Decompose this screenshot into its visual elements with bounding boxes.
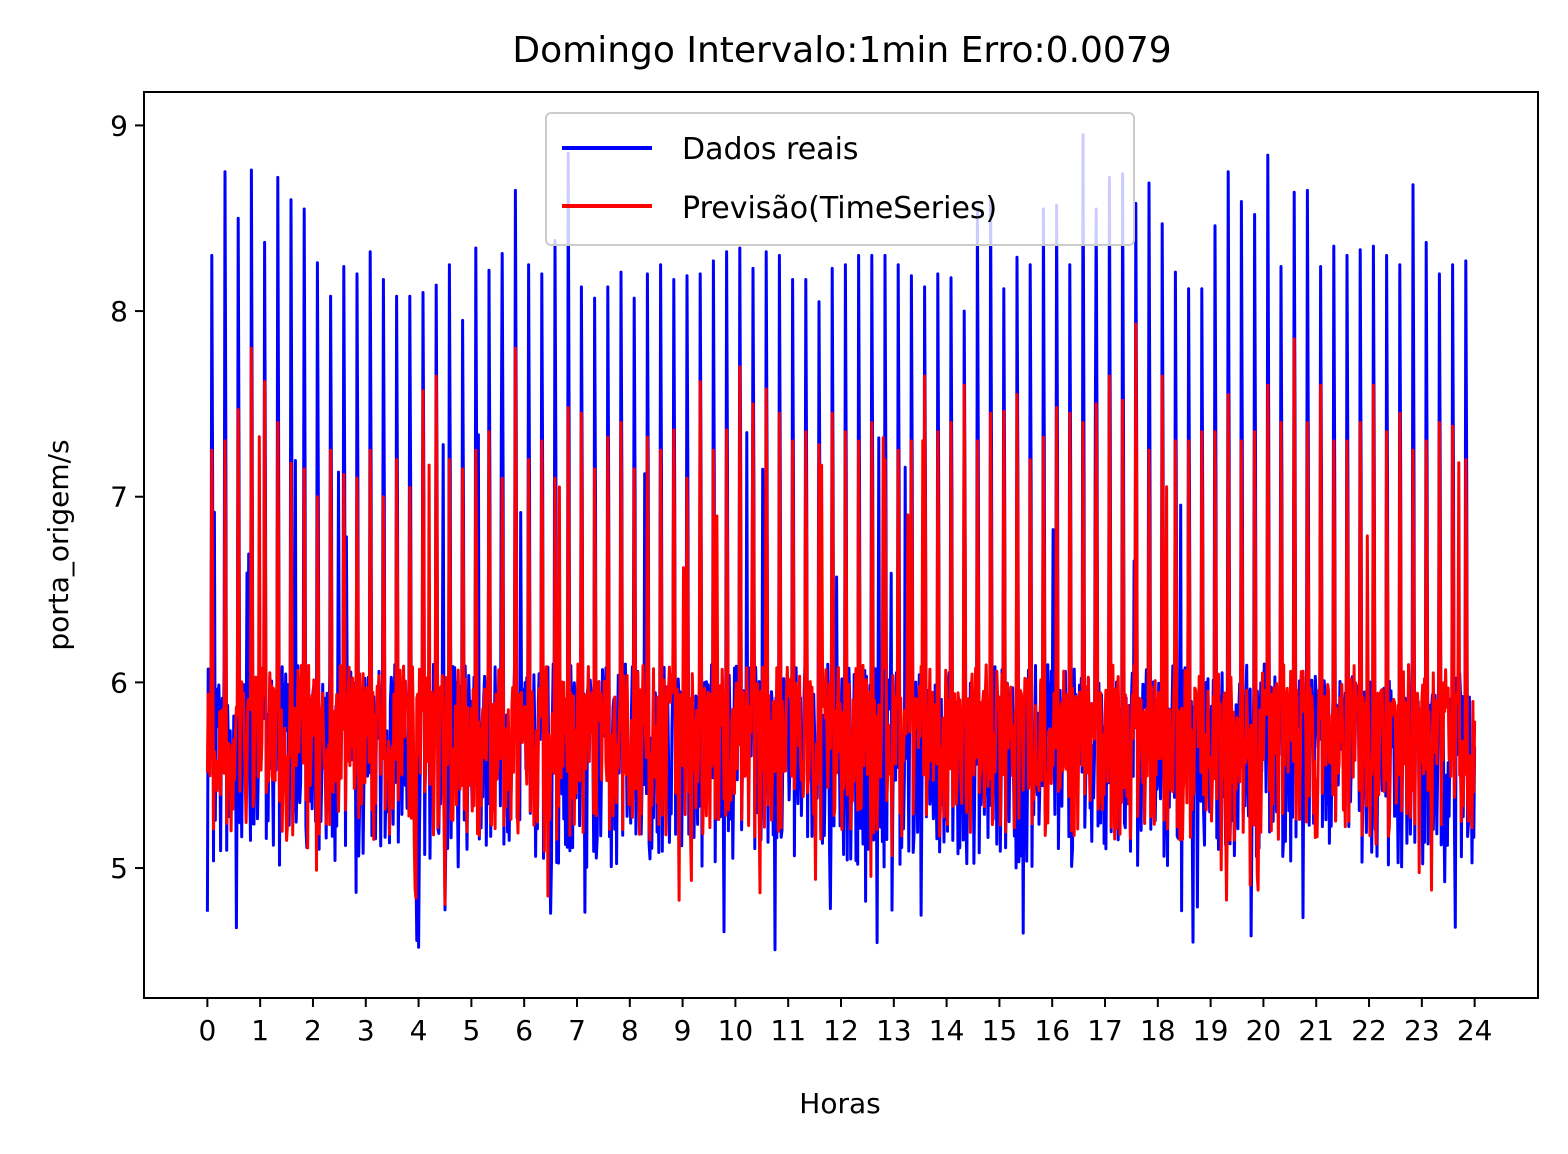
- x-tick-label: 2: [304, 1014, 322, 1047]
- y-tick-label: 5: [110, 852, 128, 885]
- x-tick-label: 24: [1457, 1014, 1493, 1047]
- x-tick-label: 5: [462, 1014, 480, 1047]
- legend: Dados reais Previsão(TimeSeries): [545, 112, 1135, 246]
- legend-label-real: Dados reais: [682, 132, 859, 167]
- x-tick-label: 1: [251, 1014, 269, 1047]
- x-tick-label: 23: [1404, 1014, 1440, 1047]
- legend-box: [545, 112, 1135, 246]
- x-tick-label: 21: [1298, 1014, 1334, 1047]
- x-tick-label: 6: [515, 1014, 533, 1047]
- y-tick-label: 8: [110, 295, 128, 328]
- legend-label-forecast: Previsão(TimeSeries): [682, 191, 997, 226]
- chart-title: Domingo Intervalo:1min Erro:0.0079: [512, 30, 1171, 71]
- x-tick-label: 13: [876, 1014, 912, 1047]
- y-tick-label: 7: [110, 481, 128, 514]
- x-tick-label: 4: [410, 1014, 428, 1047]
- x-axis: 0 1 2 3 4 5 6 7 8 9 10 11 12 13 14 15 16 17 18 19 20 21 22 23 24: [198, 998, 1492, 1047]
- x-tick-label: 10: [718, 1014, 754, 1047]
- x-tick-label: 16: [1034, 1014, 1070, 1047]
- x-tick-label: 3: [357, 1014, 375, 1047]
- x-tick-label: 7: [568, 1014, 586, 1047]
- x-tick-label: 22: [1351, 1014, 1387, 1047]
- x-tick-label: 20: [1246, 1014, 1282, 1047]
- x-tick-label: 15: [982, 1014, 1018, 1047]
- x-tick-label: 9: [674, 1014, 692, 1047]
- series-layer: [205, 133, 1477, 952]
- x-tick-label: 0: [198, 1014, 216, 1047]
- x-tick-label: 14: [929, 1014, 965, 1047]
- y-axis-label: porta_origem/s: [42, 439, 75, 650]
- x-axis-label: Horas: [799, 1087, 880, 1120]
- x-tick-label: 19: [1193, 1014, 1229, 1047]
- x-tick-label: 8: [621, 1014, 639, 1047]
- y-tick-label: 6: [110, 666, 128, 699]
- series-line-forecast: [205, 322, 1477, 906]
- x-tick-label: 12: [823, 1014, 859, 1047]
- x-tick-label: 18: [1140, 1014, 1176, 1047]
- y-tick-label: 9: [110, 109, 128, 142]
- y-axis: 5 6 7 8 9: [110, 109, 144, 885]
- x-tick-label: 17: [1087, 1014, 1123, 1047]
- x-tick-label: 11: [770, 1014, 806, 1047]
